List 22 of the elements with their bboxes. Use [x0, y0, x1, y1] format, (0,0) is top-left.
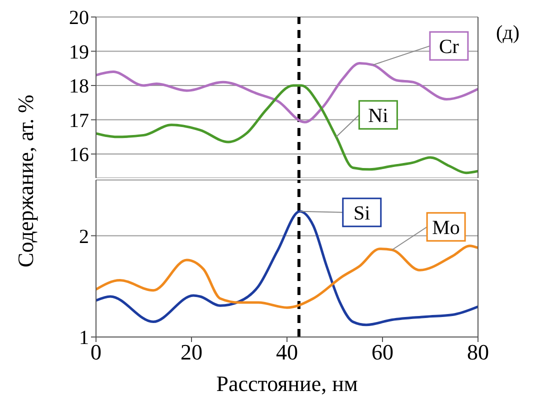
line-series: [96, 84, 478, 174]
x-tick-label: 80: [467, 340, 489, 365]
text: (д): [496, 22, 520, 45]
line-series: [96, 62, 478, 124]
y-axis-title: Содержание, ат. %: [13, 94, 39, 270]
line-series: [96, 244, 478, 309]
y-tick-label: 17: [69, 110, 89, 132]
y-tick-label: 18: [69, 76, 89, 98]
x-axis-title: Расстояние, нм: [215, 371, 359, 397]
x-tick-label: 0: [90, 340, 102, 365]
x-tick-label: 40: [276, 340, 298, 365]
y-tick-label: 16: [69, 144, 89, 166]
y-tick-label: 2: [79, 226, 89, 248]
x-tick-label: 60: [372, 340, 394, 365]
y-tick-label: 1: [79, 327, 89, 350]
y-tick-label: 19: [69, 41, 89, 64]
series-label: Mo: [432, 216, 460, 239]
x-tick-label: 20: [180, 340, 202, 365]
series-label: Si: [354, 202, 371, 224]
y-tick-label: 20: [69, 7, 89, 30]
series-label: Ni: [368, 104, 389, 127]
series-label: Cr: [438, 36, 460, 58]
